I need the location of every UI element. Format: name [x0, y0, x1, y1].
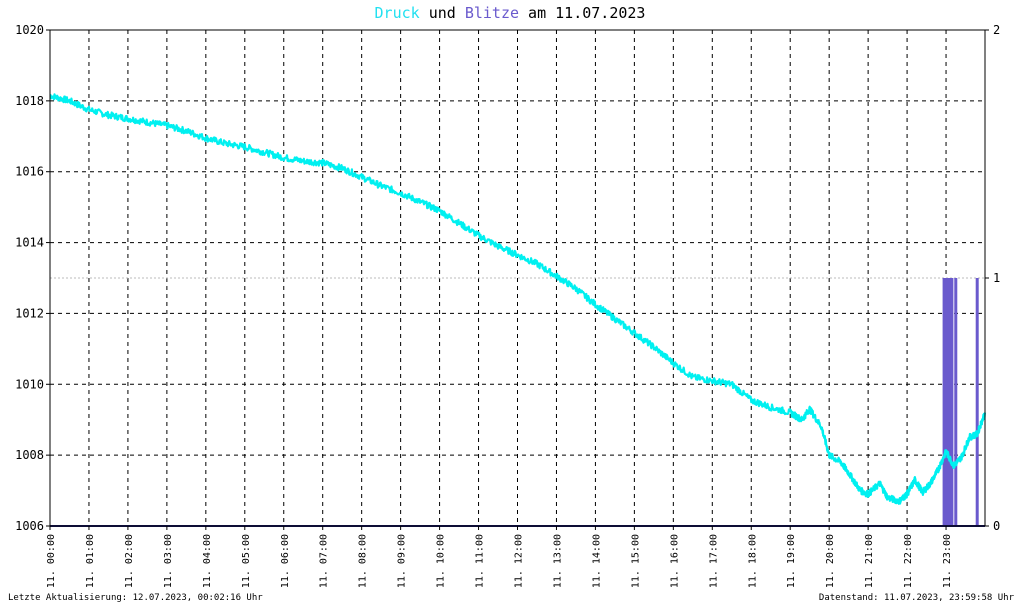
left-axis-tick-label: 1018: [15, 94, 44, 108]
title-series-druck: Druck: [374, 4, 420, 22]
left-axis-tick-label: 1016: [15, 165, 44, 179]
x-axis-tick-label: 11. 01:00: [85, 534, 96, 588]
x-axis-tick-label: 11. 03:00: [163, 534, 174, 588]
left-axis-tick-label: 1020: [15, 23, 44, 37]
right-axis-tick-label: 2: [993, 23, 1000, 37]
x-axis-tick-label: 11. 11:00: [475, 534, 486, 588]
x-axis-tick-label: 11. 22:00: [903, 534, 914, 588]
lightning-bar: [950, 278, 954, 526]
x-axis-tick-label: 11. 20:00: [825, 534, 836, 588]
x-axis-tick-label: 11. 16:00: [669, 534, 680, 588]
x-axis-tick-label: 11. 15:00: [630, 534, 641, 588]
chart-title: Druck und Blitze am 11.07.2023: [0, 4, 1020, 22]
lightning-bar: [948, 278, 952, 526]
x-axis-tick-label: 11. 10:00: [436, 534, 447, 588]
x-axis-tick-label: 11. 09:00: [397, 534, 408, 588]
x-axis-tick-label: 11. 21:00: [864, 534, 875, 588]
lightning-bar: [975, 278, 979, 526]
x-axis-tick-label: 11. 06:00: [280, 534, 291, 588]
x-axis-tick-label: 11. 04:00: [202, 534, 213, 588]
footer-data-status: Datenstand: 11.07.2023, 23:59:58 Uhr: [818, 593, 1014, 603]
series-druck-line: [49, 93, 987, 505]
right-axis-tick-label: 0: [993, 519, 1000, 533]
left-axis-tick-label: 1014: [15, 236, 44, 250]
left-axis-tick-label: 1006: [15, 519, 44, 533]
x-axis-tick-label: 11. 08:00: [358, 534, 369, 588]
footer-last-update: Letzte Aktualisierung: 12.07.2023, 00:02…: [8, 593, 263, 603]
x-axis-tick-label: 11. 12:00: [514, 534, 525, 588]
title-series-blitze: Blitze: [464, 4, 520, 22]
lightning-bar: [942, 278, 946, 526]
x-axis-tick-label: 11. 00:00: [46, 534, 57, 588]
x-axis-tick-label: 11. 18:00: [747, 534, 758, 588]
x-axis-tick-label: 11. 13:00: [552, 534, 563, 588]
lightning-bar: [946, 278, 950, 526]
x-axis-tick-label: 11. 23:00: [942, 534, 953, 588]
left-axis-tick-label: 1012: [15, 306, 44, 320]
x-axis-tick-label: 11. 19:00: [786, 534, 797, 588]
lightning-bar: [954, 278, 958, 526]
lightning-bar: [944, 278, 948, 526]
x-axis-tick-label: 11. 07:00: [319, 534, 330, 588]
left-axis-tick-label: 1010: [15, 377, 44, 391]
title-date: am 11.07.2023: [519, 4, 646, 22]
x-axis-tick-label: 11. 17:00: [708, 534, 719, 588]
x-axis-tick-label: 11. 05:00: [241, 534, 252, 588]
left-axis-tick-label: 1008: [15, 448, 44, 462]
x-axis-tick-label: 11. 02:00: [124, 534, 135, 588]
title-joiner: und: [419, 4, 465, 22]
x-axis-tick-label: 11. 14:00: [591, 534, 602, 588]
right-axis-tick-label: 1: [993, 271, 1000, 285]
